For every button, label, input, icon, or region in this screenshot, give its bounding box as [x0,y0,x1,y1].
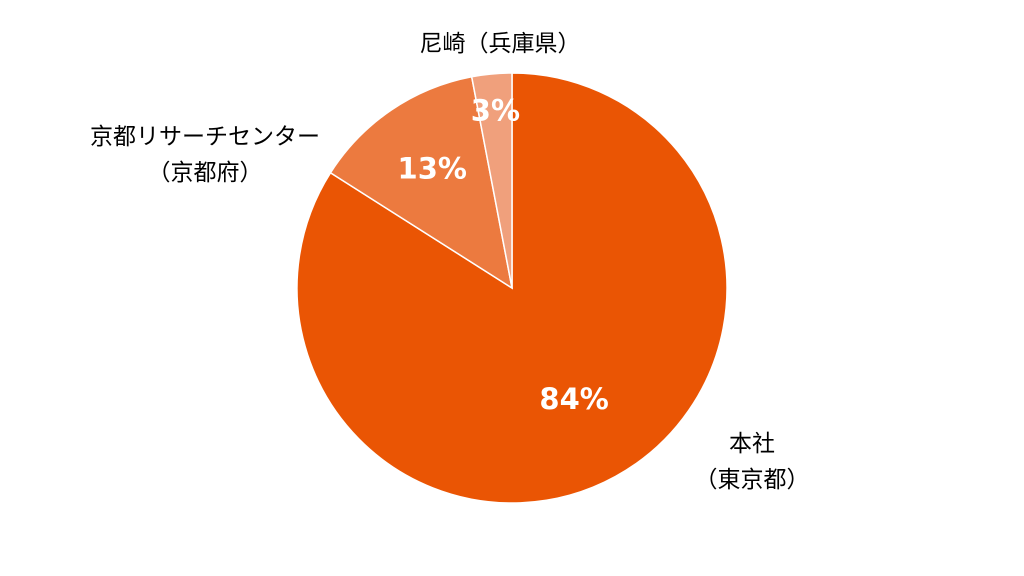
category-label: 京都リサーチセンター（京都府） [90,124,320,186]
category-label: 本社（東京都） [695,431,810,493]
value-label: 84% [539,382,608,416]
value-label: 13% [398,152,467,186]
value-label: 3% [471,93,520,127]
category-label: 尼崎（兵庫県） [420,31,581,57]
pie-slice [470,72,513,289]
pie-slice [296,72,728,504]
pie-slice [329,75,514,290]
